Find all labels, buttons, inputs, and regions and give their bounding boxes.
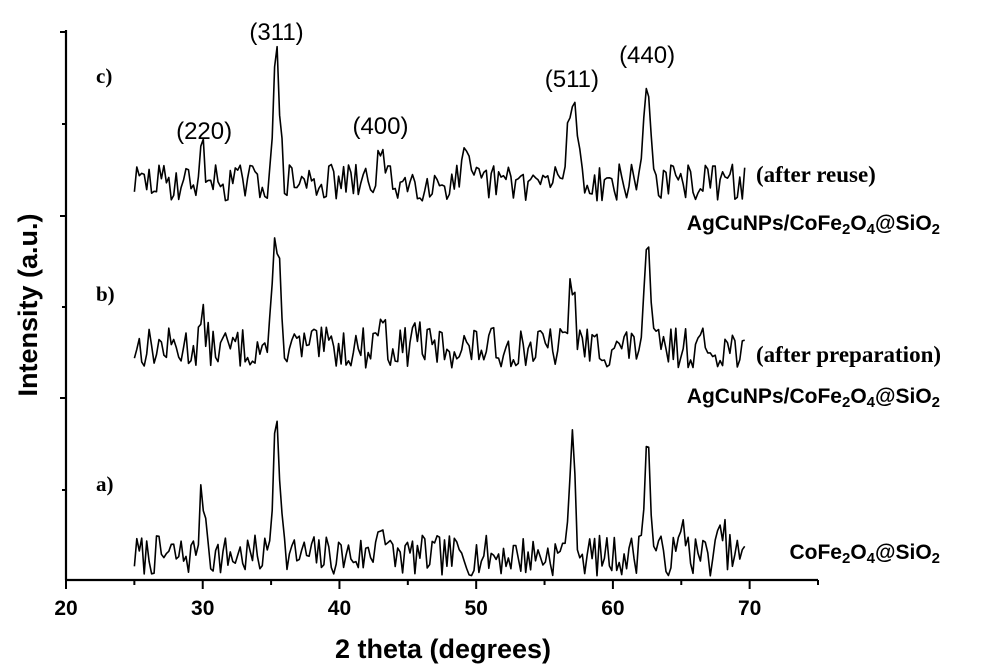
axes	[64, 30, 818, 582]
peak-label: (440)	[619, 42, 675, 69]
series-note: (after reuse)	[756, 162, 876, 187]
peak-label: (220)	[176, 118, 232, 145]
x-tick-label: 50	[465, 597, 488, 620]
peak-label: (511)	[545, 66, 599, 93]
series-letter: c)	[96, 64, 112, 88]
traces	[133, 45, 746, 577]
series-note: (after preparation)	[756, 342, 941, 367]
series-label: AgCuNPs/CoFe2O4@SiO2	[687, 385, 940, 411]
series-letter: b)	[96, 282, 115, 306]
x-tick-label: 60	[601, 597, 624, 620]
xrd-trace-a	[133, 420, 746, 577]
x-tick-label: 70	[738, 597, 761, 620]
x-ticks: 20 30 40 50 60 70	[54, 580, 819, 620]
xrd-trace-c	[133, 45, 746, 202]
peak-label: (311)	[249, 19, 303, 46]
xrd-trace-b	[133, 237, 745, 369]
series-label: AgCuNPs/CoFe2O4@SiO2	[687, 212, 940, 238]
peak-label: (400)	[352, 113, 408, 140]
y-axis-title: Intensity (a.u.)	[13, 213, 43, 396]
y-ticks	[60, 31, 66, 491]
x-tick-label: 20	[54, 597, 77, 620]
annotations: a) CoFe2O4@SiO2 b) (after preparation) AgCuN…	[96, 19, 941, 567]
series-label: CoFe2O4@SiO2	[789, 541, 940, 567]
x-tick-label: 40	[328, 597, 351, 620]
x-tick-label: 30	[191, 597, 214, 620]
series-letter: a)	[96, 472, 114, 496]
x-axis-title: 2 theta (degrees)	[335, 634, 551, 664]
